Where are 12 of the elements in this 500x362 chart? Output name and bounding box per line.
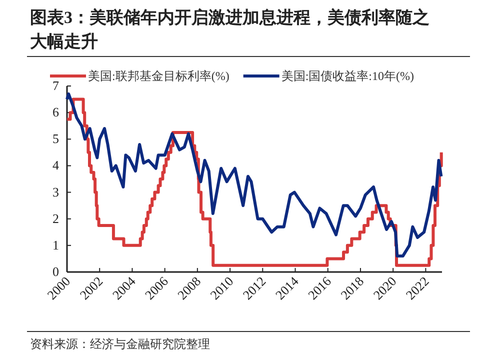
y-tick-label: 3 bbox=[52, 184, 59, 200]
y-tick-label: 7 bbox=[52, 78, 60, 93]
y-tick-label: 2 bbox=[52, 210, 59, 226]
y-tick-label: 1 bbox=[52, 237, 59, 252]
y-tick-label: 0 bbox=[52, 264, 59, 279]
y-tick-label: 4 bbox=[52, 158, 60, 173]
legend-label: 美国:国债收益率:10年(%) bbox=[281, 69, 414, 83]
legend-label: 美国:联邦基金目标利率(%) bbox=[88, 69, 230, 83]
chart-title: 图表3：美联储年内开启激进加息进程，美债利率随之大幅走升 bbox=[30, 7, 430, 53]
text: 资料来源：经济与金融研究院整理 bbox=[30, 336, 210, 353]
y-tick-label: 5 bbox=[52, 131, 59, 146]
y-tick-label: 6 bbox=[52, 104, 60, 120]
